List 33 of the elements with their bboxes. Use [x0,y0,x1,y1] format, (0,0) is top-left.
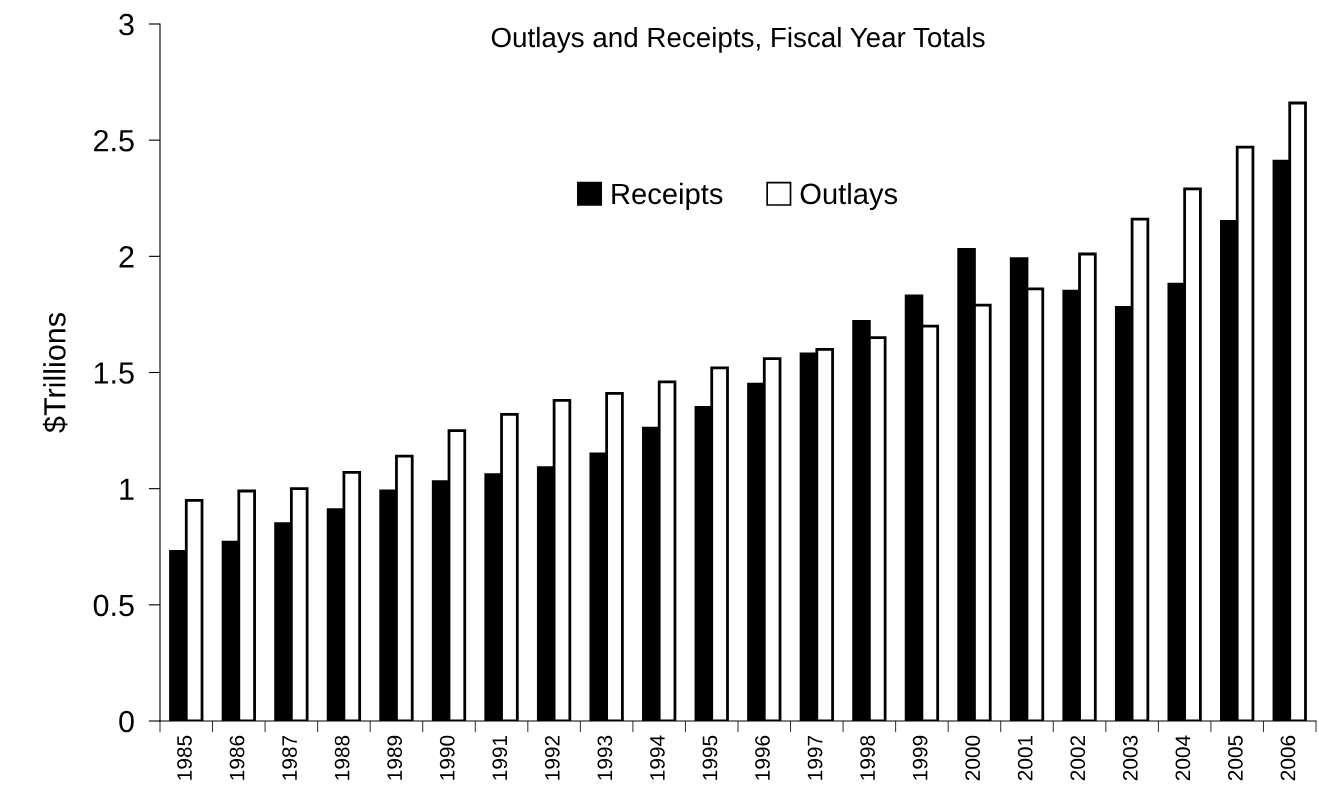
x-tick-label: 2005 [1228,735,1243,781]
x-tick-label: 1987 [282,735,297,780]
y-tick-label: 3 [119,13,134,36]
y-tick-label: 0 [119,710,134,733]
legend-label: Receipts [612,182,723,211]
x-tick-label: 1991 [492,735,508,780]
legend-label: Outlays [800,182,898,211]
x-tick-label: 1998 [860,735,875,780]
y-tick-label: 0.5 [93,594,134,617]
x-tick-label: 1986 [229,735,245,780]
x-tick-label: 1990 [439,735,455,780]
y-tick-label: 1.5 [94,362,134,384]
x-tick-label: 1993 [597,735,613,780]
x-tick-label: 1988 [334,735,350,780]
x-tick-label: 1999 [912,735,928,780]
x-tick-label: 2004 [1175,735,1191,781]
x-tick-label: 2003 [1122,735,1138,781]
x-tick-label: 1996 [755,735,770,780]
x-tick-label: 1994 [650,735,665,780]
y-tick-label: 1 [120,478,134,500]
x-tick-label: 1985 [177,735,192,780]
y-tick-label: 2.5 [94,129,134,152]
x-tick-label: 1992 [544,735,560,780]
x-tick-label: 2006 [1280,735,1296,781]
chart-title: Outlays and Receipts, Fiscal Year Totals [491,26,985,53]
x-tick-label: 2002 [1070,735,1086,781]
x-tick-label: 1997 [807,735,823,780]
x-tick-label: 2001 [1017,735,1033,781]
x-tick-label: 1989 [387,735,403,780]
x-tick-label: 2000 [965,735,981,781]
y-tick-label: 2 [119,246,134,268]
x-tick-label: 1995 [702,735,718,780]
y-axis-title: $Trillions [42,313,68,433]
